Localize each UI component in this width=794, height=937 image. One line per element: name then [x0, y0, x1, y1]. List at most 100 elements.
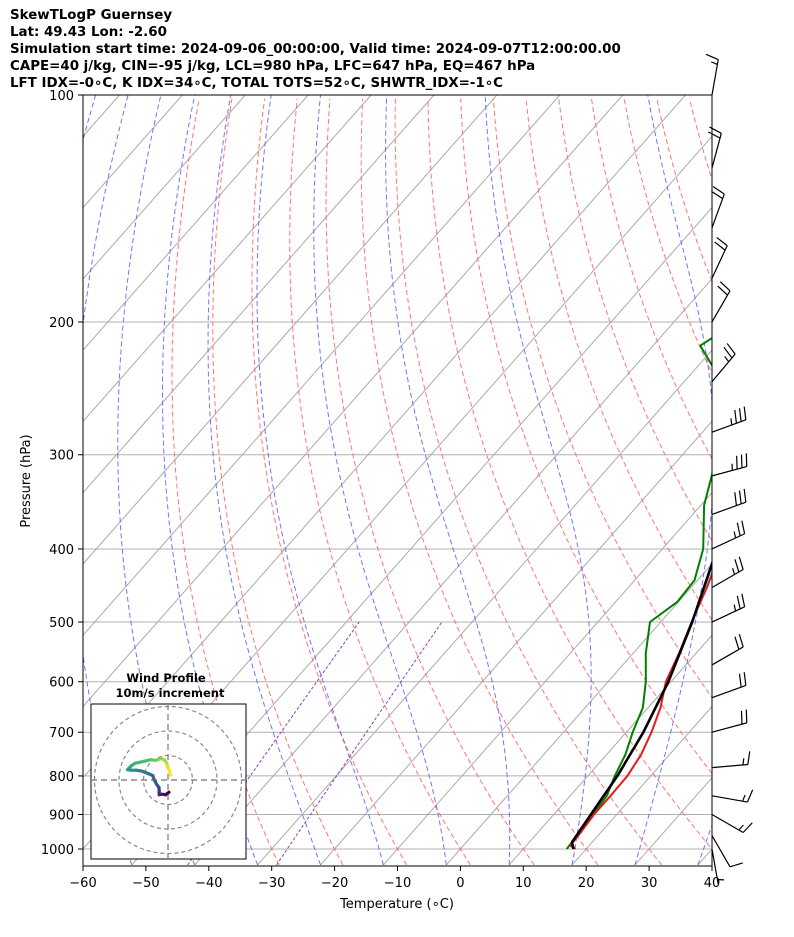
- dry-adiabat-line: [289, 98, 471, 866]
- x-tick-label: 10: [515, 876, 532, 891]
- wind-barb-half-feather: [741, 794, 746, 802]
- wind-barb-shaft: [711, 533, 745, 550]
- wind-barb: [711, 848, 725, 885]
- wind-barb-feather: [742, 822, 753, 833]
- wind-barb-shaft: [711, 606, 745, 623]
- wind-barb: [711, 672, 747, 699]
- wind-barb-feather: [711, 190, 723, 200]
- wind-barb-feather: [723, 346, 733, 359]
- isotherm-line: [194, 278, 712, 866]
- wind-barb: [711, 406, 747, 433]
- wind-barb-shaft: [711, 684, 747, 699]
- wind-barb-half-feather: [711, 61, 718, 66]
- wind-barb-shaft: [711, 245, 728, 279]
- x-axis-label: Temperature (∘C): [339, 897, 454, 912]
- dry-adiabat-line: [525, 98, 712, 622]
- wind-barb: [711, 709, 748, 733]
- wind-barb: [711, 488, 747, 516]
- isotherm-line: [83, 95, 309, 351]
- wind-barb-shaft: [711, 835, 731, 868]
- x-tick-label: −60: [69, 876, 96, 891]
- wind-barb-half-feather: [738, 824, 744, 831]
- isotherm-line: [83, 95, 624, 708]
- x-tick-label: −40: [195, 876, 222, 891]
- dry-adiabat-line: [656, 98, 712, 283]
- dry-adiabats: [171, 98, 794, 866]
- wind-barb-shaft: [711, 795, 748, 803]
- dry-adiabat-line: [558, 98, 712, 543]
- wind-barb-shaft: [711, 722, 747, 733]
- wind-barb: [711, 343, 736, 383]
- wind-barb-feather: [738, 490, 742, 504]
- moist-adiabat-line: [83, 95, 97, 142]
- dry-adiabat-line: [460, 98, 712, 775]
- wind-barb-feather: [734, 409, 738, 424]
- wind-barb-shaft: [711, 133, 722, 169]
- moist-adiabat-line: [313, 95, 447, 866]
- cape-fill: [699, 563, 712, 600]
- wind-barb: [711, 593, 746, 623]
- temperature-line: [569, 571, 712, 850]
- dry-adiabat-line: [623, 98, 712, 375]
- y-tick-label: 800: [49, 770, 74, 785]
- wind-barb-feather: [741, 520, 746, 534]
- y-tick-label: 700: [49, 726, 74, 741]
- wind-barb: [711, 633, 744, 666]
- dry-adiabat-line: [394, 98, 663, 866]
- isotherm-line: [634, 776, 712, 866]
- dewpoint-line: [565, 336, 712, 850]
- wind-barb-half-feather: [724, 356, 730, 363]
- isotherm-line: [761, 95, 794, 865]
- isotherm-line: [83, 95, 498, 565]
- dry-adiabat-line: [689, 98, 712, 181]
- wind-barb-shaft: [711, 193, 725, 228]
- x-axis-ticks: −60 −50 −40 −30 −20 −10 0 10 20 30 40: [69, 866, 720, 891]
- hodograph-plot: [91, 704, 246, 859]
- y-tick-label: 500: [49, 616, 74, 631]
- moist-adiabat-line: [256, 95, 384, 866]
- hodograph-trace-segment: [167, 768, 173, 777]
- wind-barb-shaft: [711, 569, 744, 589]
- x-tick-label: −20: [321, 876, 348, 891]
- isotherm-line: [83, 95, 561, 636]
- wind-barb-feather: [743, 488, 747, 503]
- wind-barb: [711, 556, 744, 589]
- wind-barb-feather: [726, 343, 736, 355]
- wind-barbs: [705, 53, 754, 885]
- wind-barb: [711, 813, 753, 834]
- isotherm-line: [445, 563, 712, 866]
- dry-adiabat-line: [212, 98, 344, 866]
- dry-adiabat-line: [722, 99, 794, 865]
- wind-barb-feather: [743, 672, 747, 686]
- title-indices-1: CAPE=40 j/kg, CIN=-95 j/kg, LCL=980 hPa,…: [10, 59, 536, 74]
- sounding-profiles: [565, 336, 712, 850]
- wind-barb-shaft: [711, 419, 747, 433]
- wind-barb-feather: [714, 241, 726, 251]
- dry-adiabat-line: [360, 98, 599, 866]
- title-location: Lat: 49.43 Lon: -2.60: [10, 25, 167, 40]
- wind-barb-feather: [705, 53, 719, 61]
- wind-barb-feather: [738, 633, 744, 648]
- wind-barb-feather: [738, 408, 742, 422]
- wind-barb: [711, 789, 754, 803]
- wind-barb-shaft: [711, 848, 719, 885]
- wind-barb-shaft: [711, 353, 736, 383]
- wind-barb-feather: [736, 522, 741, 536]
- wind-barb-shaft: [711, 465, 747, 477]
- wind-barb-half-feather: [733, 531, 737, 539]
- wind-barb-feather: [738, 556, 744, 570]
- x-tick-label: −50: [132, 876, 159, 891]
- cape-area: [699, 563, 712, 600]
- hodograph-inset: Wind Profile 10m/s increment: [90, 671, 247, 860]
- wind-barb: [711, 281, 731, 323]
- wind-barb-shaft: [711, 59, 719, 96]
- wind-barb-feather: [707, 131, 721, 139]
- wind-barb: [711, 835, 743, 868]
- wind-barb: [707, 126, 722, 169]
- wind-barb-half-feather: [742, 758, 745, 766]
- y-tick-label: 200: [49, 316, 74, 331]
- x-tick-label: 0: [456, 876, 464, 891]
- wind-barb-feather: [741, 593, 746, 607]
- wind-barb-shaft: [711, 813, 744, 834]
- dry-adiabat-line: [325, 98, 535, 866]
